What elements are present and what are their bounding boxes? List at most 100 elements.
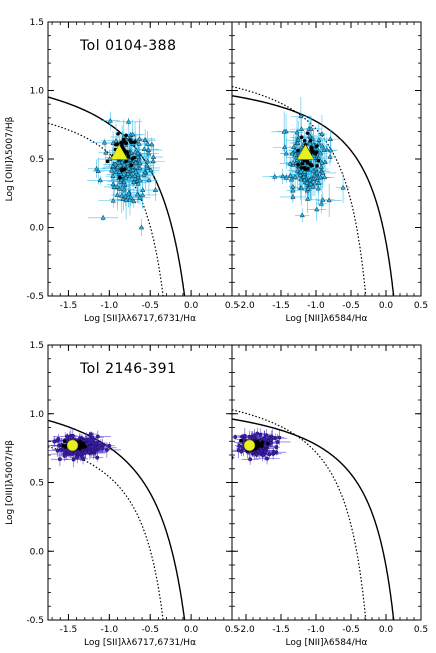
x-tick-label: 0.0 bbox=[184, 625, 199, 635]
data-point bbox=[135, 180, 141, 186]
data-point bbox=[91, 437, 96, 442]
x-tick-label: 0.0 bbox=[379, 625, 394, 635]
data-point bbox=[125, 118, 132, 124]
data-point bbox=[265, 456, 270, 461]
data-point bbox=[274, 445, 279, 450]
data-point bbox=[87, 437, 92, 442]
data-point bbox=[119, 159, 125, 165]
panel-1: -1.5 -1.0 -0.5 0.0 0.5 -0.5 0.0 0.5 1.0 1.5 Log [S… bbox=[5, 18, 239, 324]
x-tick-label: 0.5 bbox=[414, 301, 428, 311]
data-point bbox=[100, 445, 105, 450]
panel-title: Tol 2146-391 bbox=[79, 361, 176, 377]
data-point bbox=[134, 191, 141, 197]
data-point bbox=[320, 196, 326, 202]
y-axis-label: Log [OIII]λ5007/Hβ bbox=[5, 116, 15, 201]
data-point bbox=[290, 159, 296, 165]
data-point-dense bbox=[296, 162, 300, 167]
data-point bbox=[294, 157, 300, 163]
data-point bbox=[316, 180, 322, 186]
data-point bbox=[123, 174, 129, 180]
y-tick-label: 0.5 bbox=[30, 155, 44, 165]
data-point-dense bbox=[82, 444, 86, 449]
data-point bbox=[66, 449, 71, 454]
data-point bbox=[236, 448, 241, 453]
data-point-dense bbox=[308, 162, 312, 167]
data-point bbox=[137, 194, 143, 200]
data-point bbox=[258, 432, 263, 437]
data-point bbox=[327, 136, 334, 141]
data-point bbox=[340, 184, 346, 190]
data-point-dense bbox=[266, 441, 270, 446]
data-point-dense bbox=[78, 439, 83, 444]
data-point-dense bbox=[315, 164, 319, 168]
data-point bbox=[90, 444, 95, 449]
data-point-dense bbox=[105, 159, 110, 164]
data-point bbox=[137, 165, 143, 171]
data-point bbox=[120, 182, 127, 188]
data-point bbox=[135, 154, 141, 159]
data-point bbox=[312, 180, 318, 186]
data-point bbox=[132, 175, 138, 181]
y-tick-label: 0.0 bbox=[30, 547, 45, 557]
data-point bbox=[144, 141, 151, 146]
data-point-dense bbox=[129, 140, 134, 145]
data-point bbox=[317, 150, 324, 156]
data-point bbox=[108, 167, 115, 173]
data-point bbox=[298, 126, 305, 131]
data-point bbox=[301, 177, 308, 183]
x-tick-label: -1.5 bbox=[272, 625, 290, 635]
y-tick-label: 1.5 bbox=[30, 341, 44, 351]
data-point bbox=[144, 164, 150, 170]
y-tick-label: 0.5 bbox=[30, 479, 44, 489]
mean-value-marker bbox=[110, 144, 129, 160]
data-point bbox=[104, 447, 109, 452]
data-point bbox=[144, 162, 150, 168]
data-point bbox=[314, 206, 320, 212]
data-point bbox=[319, 131, 325, 136]
data-point bbox=[122, 193, 129, 199]
data-point bbox=[294, 129, 300, 135]
data-point bbox=[317, 174, 324, 180]
data-point-dense bbox=[118, 175, 122, 180]
data-point bbox=[289, 150, 295, 156]
x-tick-label: -2.0 bbox=[237, 301, 255, 311]
x-tick-label: -1.5 bbox=[272, 301, 290, 311]
data-point bbox=[133, 168, 139, 174]
data-point bbox=[123, 197, 129, 203]
data-point bbox=[247, 434, 252, 439]
data-point bbox=[298, 113, 304, 119]
x-tick-label: 0.0 bbox=[184, 301, 199, 311]
data-point-dense bbox=[254, 446, 258, 451]
data-point bbox=[71, 457, 76, 462]
x-axis-label: Log [SII]λλ6717,6731/Hα bbox=[84, 638, 196, 648]
data-point bbox=[65, 434, 70, 439]
data-point bbox=[315, 185, 321, 191]
x-tick-label: -0.5 bbox=[141, 625, 159, 635]
data-point bbox=[308, 181, 314, 187]
data-point-dense bbox=[305, 131, 310, 135]
data-point bbox=[295, 140, 301, 146]
data-point bbox=[263, 450, 268, 455]
data-point-dense bbox=[78, 443, 83, 448]
data-point bbox=[150, 158, 156, 164]
data-point bbox=[114, 183, 120, 189]
data-point bbox=[290, 187, 296, 193]
data-point-dense bbox=[302, 138, 307, 143]
dividing-line bbox=[48, 446, 164, 620]
data-point bbox=[310, 142, 317, 148]
data-point bbox=[87, 449, 92, 454]
data-point bbox=[146, 150, 152, 156]
data-point bbox=[305, 196, 311, 201]
data-point bbox=[264, 433, 269, 438]
data-point bbox=[304, 179, 310, 185]
data-point bbox=[126, 165, 132, 171]
data-point-dense bbox=[316, 159, 321, 163]
x-tick-label: -0.5 bbox=[141, 301, 159, 311]
x-tick-label: -1.5 bbox=[60, 625, 78, 635]
data-point bbox=[237, 443, 242, 448]
data-point bbox=[313, 166, 319, 171]
max-starburst-line bbox=[232, 418, 395, 620]
data-point bbox=[70, 433, 75, 438]
data-point bbox=[131, 198, 137, 204]
data-point-dense bbox=[124, 133, 128, 138]
